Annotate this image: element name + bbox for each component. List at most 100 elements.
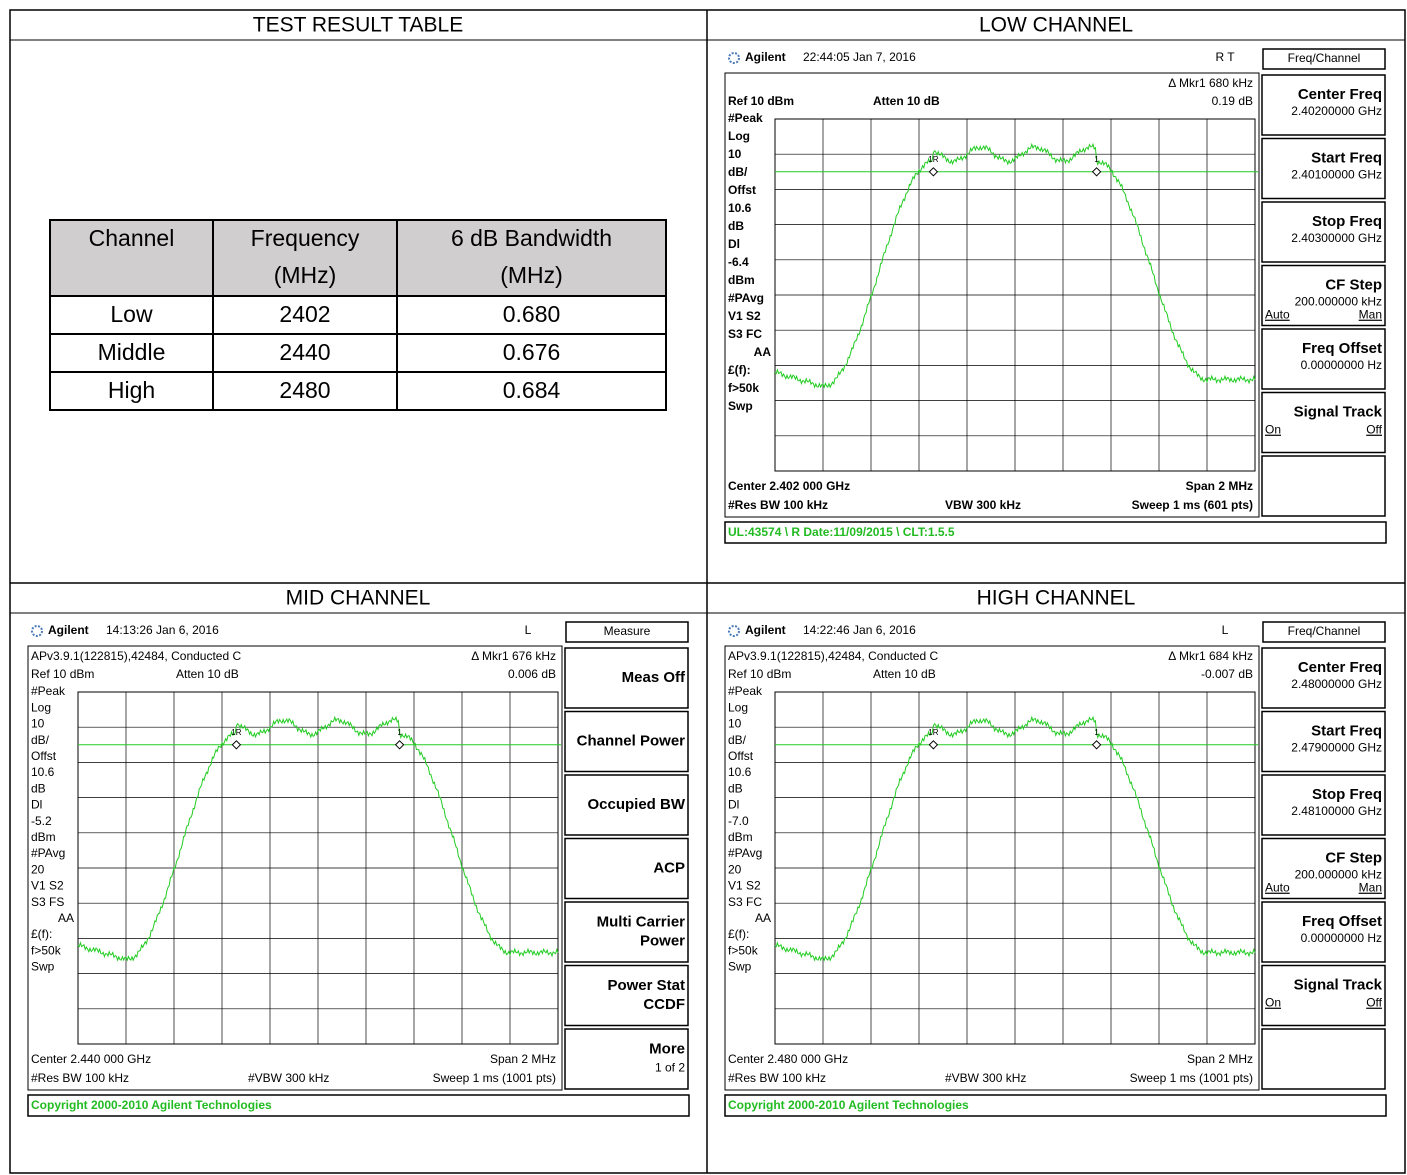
table-cell: 0.684 xyxy=(503,377,561,403)
table-cell: 2480 xyxy=(279,377,330,403)
softkey-label: Start Freq xyxy=(1311,149,1382,166)
footer: Copyright 2000-2010 Agilent Technologies xyxy=(728,1098,969,1112)
timestamp: 14:22:46 Jan 6, 2016 xyxy=(803,623,916,637)
vbw: VBW 300 kHz xyxy=(945,498,1021,512)
softkey xyxy=(564,901,689,963)
marker-readout: Δ Mkr1 684 kHz xyxy=(1168,649,1253,663)
side-label: dBm xyxy=(728,273,755,287)
table-header: Channel xyxy=(89,225,175,251)
softkey-label: CF Step xyxy=(1325,276,1382,293)
softkey-value: 0.00000000 Hz xyxy=(1301,358,1382,372)
side-label: dB/ xyxy=(31,733,50,747)
softkey-label: CCDF xyxy=(643,996,685,1013)
cell-title: LOW CHANNEL xyxy=(979,14,1133,37)
table-cell: 0.680 xyxy=(503,301,561,327)
span: Span 2 MHz xyxy=(1187,1052,1253,1066)
center-freq: Center 2.480 000 GHz xyxy=(728,1052,848,1066)
side-label: Swp xyxy=(728,960,752,974)
side-label: Log xyxy=(31,700,51,714)
marker-label: 1 xyxy=(1094,155,1099,164)
side-label: dB/ xyxy=(728,165,748,179)
softkey-option: On xyxy=(1265,996,1281,1010)
side-label: Dl xyxy=(728,237,740,251)
footer-box xyxy=(724,521,1387,544)
menu-title-box xyxy=(1262,621,1386,643)
table-header: Frequency xyxy=(251,225,360,251)
menu-title: Measure xyxy=(604,624,651,638)
softkey-label: Multi Carrier xyxy=(597,913,686,930)
marker-diamond xyxy=(928,740,939,750)
ref-level: Ref 10 dBm xyxy=(31,667,94,681)
side-label: Swp xyxy=(728,399,753,413)
marker-diamond xyxy=(231,740,242,750)
softkey-label: Channel Power xyxy=(577,732,686,749)
softkey xyxy=(1261,391,1386,454)
marker-label: 1 xyxy=(1094,728,1099,737)
side-label: dB/ xyxy=(728,733,747,747)
softkey-value: 2.40200000 GHz xyxy=(1291,104,1382,118)
logo xyxy=(31,625,43,637)
softkey-option: Man xyxy=(1359,881,1382,895)
side-label: Dl xyxy=(728,798,739,812)
table-cell: High xyxy=(108,377,155,403)
side-label: Dl xyxy=(31,798,42,812)
side-label: f>50k xyxy=(728,943,759,957)
marker-label: 1R xyxy=(928,728,938,737)
status: L xyxy=(1222,623,1229,637)
table-cell: Low xyxy=(110,301,153,327)
marker-value: 0.006 dB xyxy=(508,667,556,681)
vbw: #VBW 300 kHz xyxy=(945,1071,1026,1085)
table-header: 6 dB Bandwidth xyxy=(451,225,612,251)
softkey xyxy=(564,774,689,836)
vbw: #VBW 300 kHz xyxy=(248,1071,329,1085)
sweep: Sweep 1 ms (601 pts) xyxy=(1132,498,1253,512)
side-label: V1 S2 xyxy=(728,309,761,323)
side-label: 20 xyxy=(31,862,45,876)
softkey-label: Freq Offset xyxy=(1302,913,1382,930)
softkey xyxy=(564,647,689,709)
side-label: £(f): xyxy=(31,927,52,941)
softkey-option: Auto xyxy=(1265,881,1290,895)
side-label: AA xyxy=(58,911,74,925)
softkey xyxy=(564,964,689,1027)
marker-label: 1R xyxy=(231,728,241,737)
softkey-label: Occupied BW xyxy=(587,796,685,813)
side-label: -5.2 xyxy=(31,814,52,828)
menu-title-box xyxy=(1262,48,1386,70)
marker-diamond xyxy=(1091,167,1102,177)
side-label: Swp xyxy=(31,960,55,974)
timestamp: 22:44:05 Jan 7, 2016 xyxy=(803,50,916,64)
softkey-value: 2.40100000 GHz xyxy=(1291,168,1382,182)
side-label: Offst xyxy=(728,749,754,763)
footer-box xyxy=(27,1094,690,1117)
softkey-value: 200.000000 kHz xyxy=(1295,868,1382,882)
side-label: 10 xyxy=(31,717,45,731)
marker-diamond xyxy=(1091,740,1102,750)
footer: UL:43574 \ R Date:11/09/2015 \ CLT:1.5.5 xyxy=(728,525,955,539)
attenuation: Atten 10 dB xyxy=(176,667,239,681)
side-label: 10.6 xyxy=(728,765,752,779)
table-header: (MHz) xyxy=(274,262,337,288)
ref-level: Ref 10 dBm xyxy=(728,94,794,108)
rbw: #Res BW 100 kHz xyxy=(728,1071,826,1085)
brand: Agilent xyxy=(745,50,786,64)
softkey-label: 1 of 2 xyxy=(655,1061,685,1075)
sweep: Sweep 1 ms (1001 pts) xyxy=(1130,1071,1253,1085)
softkey-option: Off xyxy=(1366,996,1382,1010)
softkey-label: Power Stat xyxy=(607,977,685,994)
softkey xyxy=(1261,74,1386,136)
sweep: Sweep 1 ms (1001 pts) xyxy=(433,1071,556,1085)
table-header: (MHz) xyxy=(500,262,563,288)
marker-label: 1 xyxy=(397,728,402,737)
side-label: Log xyxy=(728,129,750,143)
marker-diamond xyxy=(394,740,405,750)
cell-title: HIGH CHANNEL xyxy=(977,587,1136,610)
side-label: dBm xyxy=(728,830,753,844)
side-label: Log xyxy=(728,700,748,714)
menu-title: Freq/Channel xyxy=(1288,624,1361,638)
side-label: S3 FC xyxy=(728,895,762,909)
menu-title: Freq/Channel xyxy=(1288,51,1361,65)
side-label: dB xyxy=(728,219,744,233)
side-label: 10.6 xyxy=(31,765,55,779)
cell-title: TEST RESULT TABLE xyxy=(253,14,463,37)
